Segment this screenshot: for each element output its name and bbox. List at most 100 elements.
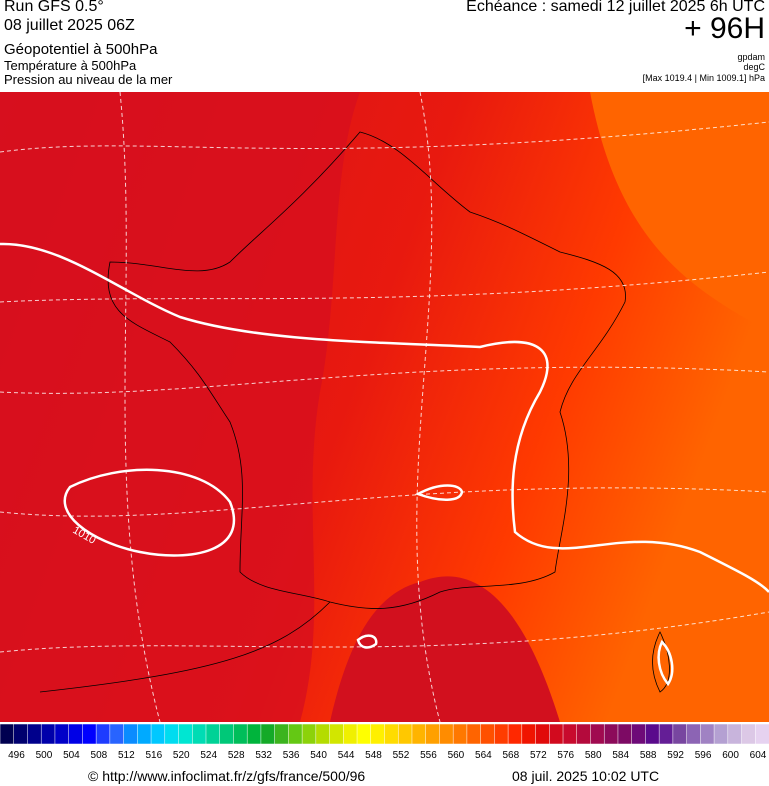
colorbar-swatch: [164, 724, 180, 745]
colorbar-swatch: [137, 724, 152, 745]
colorbar-swatch: [617, 724, 633, 745]
colorbar-swatch: [439, 724, 454, 745]
lead-time: + 96H: [684, 12, 765, 45]
colorbar-label: 572: [530, 750, 547, 761]
colorbar-swatch: [672, 724, 688, 745]
colorbar-swatch: [178, 724, 193, 745]
colorbar-swatch: [54, 724, 70, 745]
run-date: 08 juillet 2025 06Z: [4, 17, 135, 34]
colorbar-label: 524: [200, 750, 217, 761]
colorbar-swatch: [356, 724, 372, 745]
colorbar-swatch: [0, 724, 15, 745]
colorbar-swatch: [384, 724, 399, 745]
colorbar-label: 544: [338, 750, 355, 761]
colorbar-swatch: [713, 724, 729, 745]
colorbar-label: 592: [667, 750, 684, 761]
pressure-range: [Max 1019.4 | Min 1009.1] hPa: [642, 73, 765, 83]
colorbar-swatch: [576, 724, 592, 745]
colorbar-swatch: [645, 724, 660, 745]
colorbar-swatch: [755, 724, 769, 745]
isotherms: [0, 92, 769, 722]
colorbar-label: 500: [36, 750, 53, 761]
colorbar-label: 564: [475, 750, 492, 761]
colorbar-swatch: [192, 724, 207, 745]
colorbar-swatch: [549, 724, 564, 745]
colorbar-swatch: [466, 724, 482, 745]
colorbar-swatch: [109, 724, 125, 745]
isobars: [0, 242, 769, 687]
colorbar-swatch: [95, 724, 111, 745]
colorbar-label: 548: [365, 750, 382, 761]
colorbar-swatch: [658, 724, 674, 745]
colorbar-label: 596: [695, 750, 712, 761]
colorbar-swatch: [150, 724, 166, 745]
colorbar-swatch: [397, 724, 413, 745]
colorbar-swatch: [700, 724, 715, 745]
colorbar-label: 508: [91, 750, 108, 761]
colorbar-label: 576: [557, 750, 574, 761]
colorbar-swatch: [219, 724, 235, 745]
source: © http://www.infoclimat.fr/z/gfs/france/…: [88, 768, 366, 784]
colorbar-swatch: [603, 724, 619, 745]
colorbar-swatch: [507, 724, 523, 745]
colorbar-swatch: [205, 724, 221, 745]
unit-2: degC: [743, 62, 765, 72]
colorbar-swatch: [329, 724, 345, 745]
colorbar-label: 528: [228, 750, 245, 761]
colorbar-swatch: [274, 724, 290, 745]
colorbar-swatch: [68, 724, 84, 745]
colorbar-swatch: [288, 724, 303, 745]
colorbar-swatch: [494, 724, 509, 745]
colorbar-label: 584: [612, 750, 629, 761]
colorbar-label: 604: [750, 750, 767, 761]
valid-time: Echéance : samedi 12 juillet 2025 6h UTC: [466, 0, 765, 15]
colorbar-swatch: [535, 724, 551, 745]
colorbar-label: 552: [393, 750, 410, 761]
colorbar-label: 580: [585, 750, 602, 761]
colorbar-swatch: [370, 724, 386, 745]
colorbar-swatch: [343, 724, 358, 745]
colorbar-label: 540: [310, 750, 327, 761]
colorbar-swatch: [411, 724, 427, 745]
colorbar-label: 516: [145, 750, 162, 761]
field-zone: [330, 576, 560, 722]
colorbar-label: 556: [420, 750, 437, 761]
colorbar-swatch: [13, 724, 29, 745]
coastlines: [39, 131, 670, 693]
colorbar-swatch: [562, 724, 578, 745]
colorbar-label: 532: [255, 750, 272, 761]
colorbar-label: 512: [118, 750, 135, 761]
colorbar-label: 496: [8, 750, 25, 761]
colorbar-swatch: [233, 724, 248, 745]
colorbar-label: 600: [722, 750, 739, 761]
colorbar-label: 520: [173, 750, 190, 761]
field-zone: [590, 92, 769, 332]
field-3: Pression au niveau de la mer: [4, 72, 173, 87]
colorbar-label: 536: [283, 750, 300, 761]
colorbar-swatch: [246, 724, 262, 745]
colorbar-swatch: [301, 724, 317, 745]
colorbar-swatch: [631, 724, 647, 745]
colorbar-swatch: [741, 724, 757, 745]
map: 1010: [0, 92, 769, 722]
field-zone: [0, 92, 360, 722]
colorbar-label: 588: [640, 750, 657, 761]
colorbar-label: 568: [502, 750, 519, 761]
colorbar-swatch: [123, 724, 139, 745]
colorbar: 496 500 504 508 512 516 520 524 528 532 536 540 544 5…: [0, 724, 769, 761]
run: Run GFS 0.5°: [4, 0, 104, 15]
colorbar-label: 560: [448, 750, 465, 761]
colorbar-label: 504: [63, 750, 80, 761]
field-main: Géopotentiel à 500hPa: [4, 41, 158, 58]
unit-1: gpdam: [737, 52, 765, 62]
colorbar-swatch: [315, 724, 331, 745]
colorbar-swatch: [260, 724, 276, 745]
generated: 08 juil. 2025 10:02 UTC: [512, 768, 660, 784]
colorbar-swatch: [480, 724, 496, 745]
colorbar-swatch: [521, 724, 537, 745]
colorbar-swatch: [686, 724, 702, 745]
colorbar-swatch: [40, 724, 56, 745]
colorbar-swatch: [27, 724, 42, 745]
colorbar-swatch: [452, 724, 468, 745]
